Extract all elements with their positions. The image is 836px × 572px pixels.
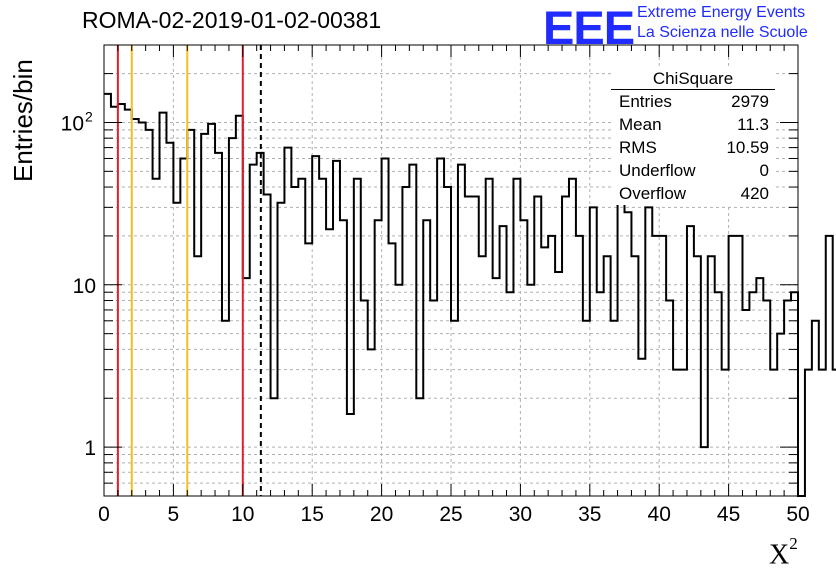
stats-label: Mean bbox=[619, 115, 662, 134]
stats-value: 11.3 bbox=[737, 115, 769, 134]
stats-value: 0 bbox=[759, 161, 769, 180]
stats-box-title: ChiSquare bbox=[611, 68, 775, 90]
x-axis-label: X2 bbox=[769, 534, 798, 571]
y-tick-label-sup: 2 bbox=[85, 108, 93, 124]
x-tick-label: 30 bbox=[509, 503, 532, 526]
x-tick-label: 10 bbox=[231, 503, 254, 526]
logo-text-line2: La Scienza nelle Scuole bbox=[637, 24, 808, 41]
stats-box: ChiSquare Entries 2979 Mean 11.3 RMS 10.… bbox=[611, 68, 775, 205]
x-tick-label: 35 bbox=[578, 503, 601, 526]
stats-row-underflow: Underflow 0 bbox=[611, 159, 775, 182]
histogram-series bbox=[104, 92, 836, 497]
x-tick-label: 45 bbox=[717, 503, 740, 526]
x-axis-label-sup: 2 bbox=[789, 534, 798, 553]
x-tick-label: 15 bbox=[301, 503, 324, 526]
stats-value: 420 bbox=[740, 184, 769, 203]
x-tick-label: 50 bbox=[786, 503, 809, 526]
y-axis-label: Entries/bin bbox=[8, 59, 38, 182]
stats-label: Underflow bbox=[619, 161, 696, 180]
stats-row-rms: RMS 10.59 bbox=[611, 136, 775, 159]
x-tick-label: 25 bbox=[439, 503, 462, 526]
stats-row-mean: Mean 11.3 bbox=[611, 113, 775, 136]
logo-text-line1: Extreme Energy Events bbox=[637, 4, 806, 21]
eee-logo: EEE bbox=[543, 1, 635, 54]
stats-label: Overflow bbox=[619, 184, 687, 203]
chart-title: ROMA-02-2019-01-02-00381 bbox=[82, 7, 382, 33]
stats-row-entries: Entries 2979 bbox=[611, 90, 775, 113]
x-tick-label: 5 bbox=[168, 503, 180, 526]
stats-row-overflow: Overflow 420 bbox=[611, 182, 775, 205]
stats-label: RMS bbox=[619, 138, 657, 157]
stats-value: 2979 bbox=[731, 92, 769, 111]
y-tick-label: 10 bbox=[61, 112, 84, 135]
x-tick-label: 20 bbox=[370, 503, 393, 526]
y-tick-label: 10 bbox=[73, 275, 96, 298]
stats-value: 10.59 bbox=[726, 138, 769, 157]
x-tick-label: 0 bbox=[98, 503, 110, 526]
y-tick-label: 1 bbox=[84, 437, 96, 460]
x-tick-label: 40 bbox=[648, 503, 671, 526]
stats-label: Entries bbox=[619, 92, 672, 111]
